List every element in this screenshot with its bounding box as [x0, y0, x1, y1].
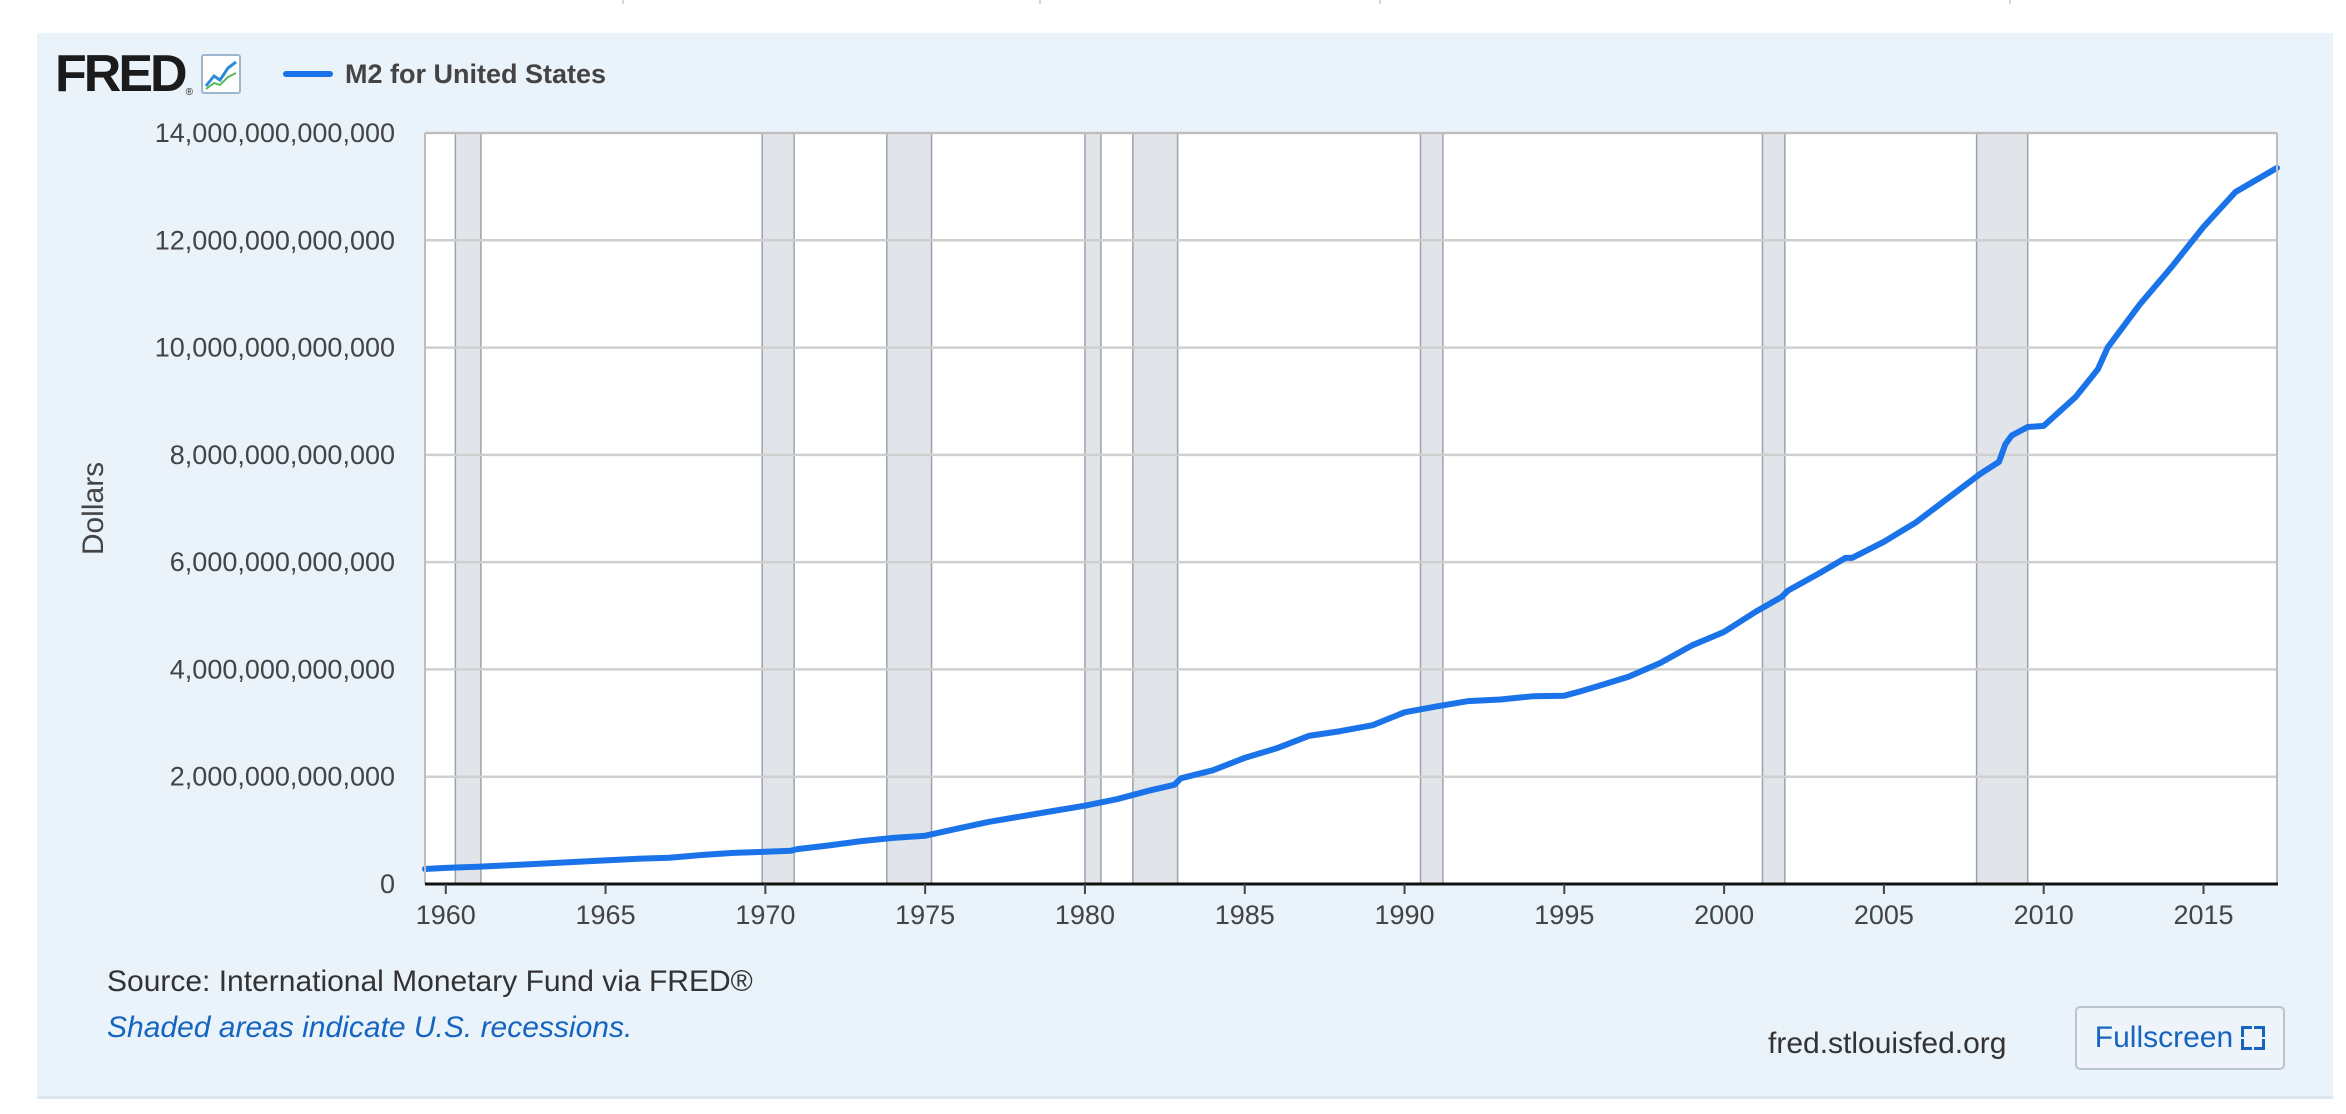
x-tick-label: 1975	[895, 900, 955, 930]
source-note: Source: International Monetary Fund via …	[107, 965, 753, 998]
chart: 0 2,000,000,000,000 4,000,000,000,000 6,000…	[77, 118, 2280, 930]
fullscreen-label: Fullscreen	[2094, 1021, 2234, 1054]
recession-band	[1419, 132, 1444, 885]
x-tick-label: 2010	[2014, 900, 2074, 930]
recession-band	[1084, 132, 1102, 885]
fred-logo-text: FRED	[55, 45, 188, 103]
plot-area	[425, 133, 2277, 884]
top-divider	[0, 0, 2346, 4]
recession-band	[886, 132, 933, 885]
recession-band	[761, 132, 795, 885]
x-tick-label: 1990	[1374, 900, 1434, 930]
registered-mark: ®	[185, 87, 193, 98]
expand-icon	[2241, 1026, 2266, 1050]
fred-logo[interactable]: FRED ®	[55, 44, 241, 104]
legend-swatch	[283, 71, 333, 77]
y-tick-label: 2,000,000,000,000	[170, 762, 395, 792]
y-axis-label: Dollars	[77, 462, 110, 555]
x-tick-label: 1970	[735, 900, 795, 930]
x-tick-label: 1995	[1534, 900, 1594, 930]
recession-band	[454, 132, 482, 885]
recession-band	[1975, 132, 2029, 885]
recession-band	[1132, 132, 1179, 885]
x-tick-label: 1965	[576, 900, 636, 930]
x-tick-label: 2015	[2173, 900, 2233, 930]
y-tick-label: 0	[380, 869, 395, 899]
site-url: fred.stlouisfed.org	[1768, 1027, 2007, 1060]
recession-note-link[interactable]: Shaded areas indicate U.S. recessions.	[107, 1011, 633, 1044]
y-tick-label: 8,000,000,000,000	[170, 440, 395, 470]
line-chart-icon	[200, 54, 241, 94]
x-tick-label: 1960	[416, 900, 476, 930]
x-tick-label: 2005	[1854, 900, 1914, 930]
recession-band	[1761, 132, 1786, 885]
y-tick-label: 6,000,000,000,000	[170, 547, 395, 577]
chart-legend: M2 for United States	[283, 56, 606, 92]
y-tick-label: 14,000,000,000,000	[155, 118, 395, 148]
x-tick-label: 2000	[1694, 900, 1754, 930]
x-tick-label: 1980	[1055, 900, 1115, 930]
fullscreen-button[interactable]: Fullscreen	[2075, 1006, 2285, 1070]
legend-label: M2 for United States	[345, 58, 607, 89]
y-tick-label: 4,000,000,000,000	[170, 654, 395, 684]
series-line-m2	[422, 164, 2280, 872]
y-tick-label: 12,000,000,000,000	[155, 225, 395, 255]
y-tick-label: 10,000,000,000,000	[155, 333, 395, 363]
x-tick-label: 1985	[1215, 900, 1275, 930]
